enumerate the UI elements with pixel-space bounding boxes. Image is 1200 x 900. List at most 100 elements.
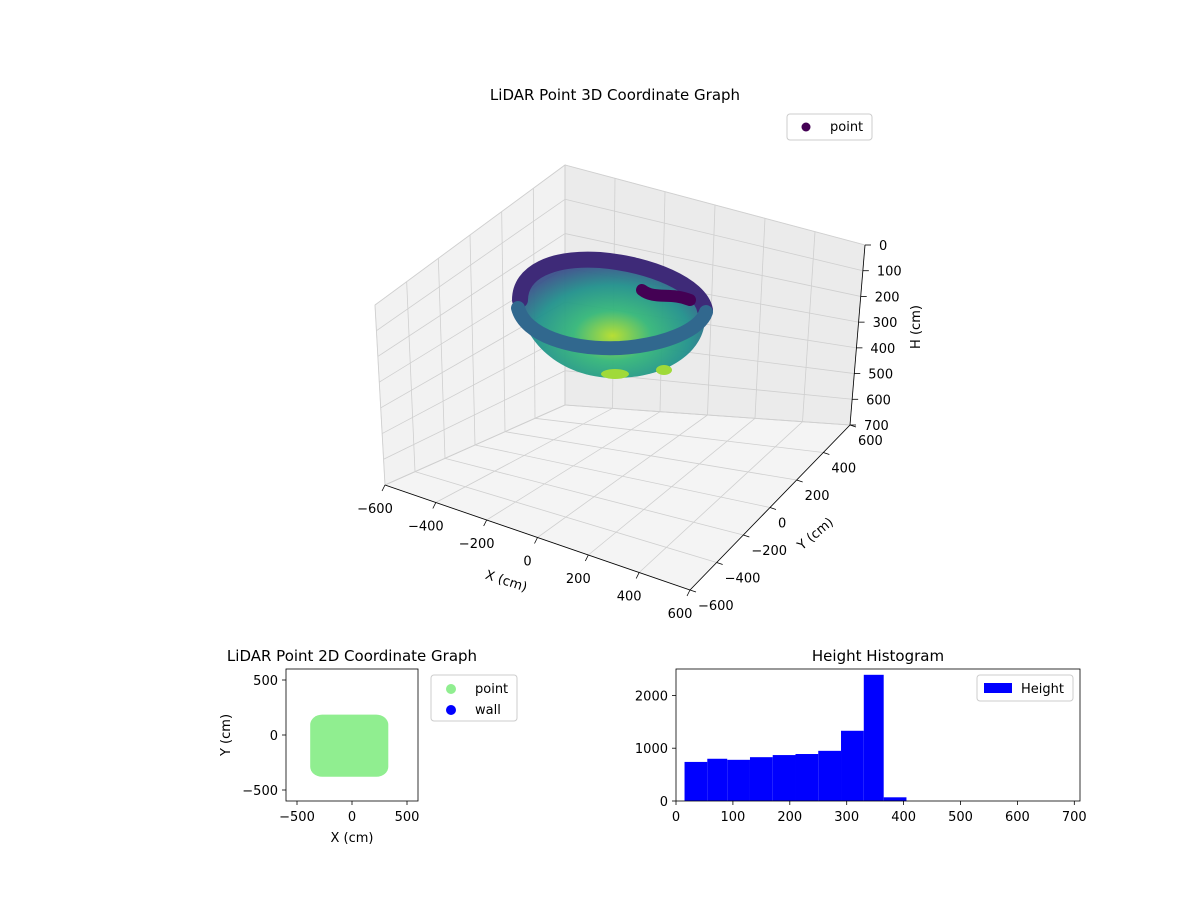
- y-tick-label-histogram: 1000: [635, 742, 668, 757]
- legend-histogram-swatch: [984, 683, 1012, 693]
- z-tick-label-3d: 700: [864, 419, 889, 434]
- x-tick-label-3d: 400: [617, 590, 642, 605]
- z-tick-label-3d: 100: [877, 265, 902, 280]
- legend-2d-wall-label: wall: [475, 703, 501, 718]
- gridline-3d: [435, 407, 613, 503]
- plot-area-histogram: [675, 668, 1081, 802]
- y-tick-mark-3d: [716, 562, 723, 565]
- ticks-2d: −500 0 500 −500 0 500: [242, 674, 419, 825]
- y-tick-label-2d: 500: [253, 674, 278, 689]
- y-tick-label-histogram: 2000: [635, 689, 668, 704]
- gridline-3d: [381, 336, 566, 434]
- x-tick-label-histogram: 700: [1062, 810, 1087, 825]
- x-tick-label-2d: 500: [395, 810, 420, 825]
- dish-bottom: [601, 369, 629, 379]
- x-tick-label-histogram: 0: [672, 810, 680, 825]
- gridline-3d: [564, 164, 866, 246]
- histogram-bar: [863, 674, 884, 801]
- gridline-3d: [376, 198, 566, 332]
- histogram-bar: [707, 758, 728, 801]
- histogram-bar: [818, 750, 842, 801]
- y-axis-label-2d: Y (cm): [219, 714, 234, 757]
- gridline-3d: [802, 231, 816, 422]
- x-tick-label-3d: 0: [523, 555, 531, 570]
- z-tick-label-3d: 500: [868, 368, 893, 383]
- gridline-3d: [486, 411, 661, 521]
- z-tick-label-3d: 600: [866, 393, 891, 408]
- y-tick-label-3d: 400: [831, 462, 856, 477]
- histogram-bar: [749, 757, 773, 801]
- chart-2d: LiDAR Point 2D Coordinate Graph −500 0 500…: [219, 647, 518, 846]
- y-tick-label-3d: 0: [778, 517, 786, 532]
- legend-histogram: Height: [976, 674, 1074, 702]
- y-axis-label-3d: Y (cm): [794, 515, 837, 554]
- y-tick-label-3d: 200: [805, 489, 830, 504]
- x-axis-label-3d: X (cm): [483, 568, 529, 596]
- x-tick-label-histogram: 500: [948, 810, 973, 825]
- dish-rim-front: [511, 301, 713, 356]
- chart-3d: LiDAR Point 3D Coordinate Graph −600 −400…: [357, 86, 924, 622]
- x-tick-label-histogram: 400: [891, 810, 916, 825]
- gridline-3d: [537, 414, 708, 538]
- dish-bottom: [656, 365, 672, 375]
- histogram-title: Height Histogram: [812, 647, 944, 665]
- gridline-3d: [501, 211, 506, 432]
- x-tick-label-histogram: 200: [777, 810, 802, 825]
- y-tick-label-histogram: 0: [660, 795, 668, 810]
- z-axis-line-3d: [849, 244, 866, 426]
- legend-histogram-label: Height: [1021, 682, 1064, 697]
- y-tick-mark-3d: [769, 507, 777, 510]
- ticks-histogram: 0 100 200 300 400 500 600 700 0 1000 2000: [635, 689, 1087, 825]
- y-tick-label-3d: −200: [751, 544, 787, 559]
- x-tick-mark-3d: [432, 502, 437, 509]
- x-tick-label-2d: −500: [279, 810, 315, 825]
- z-tick-label-3d: 400: [870, 342, 895, 357]
- x-axis-label-2d: X (cm): [331, 831, 374, 846]
- legend-2d: point wall: [430, 674, 518, 722]
- gridline-3d: [588, 418, 756, 556]
- x-tick-mark-3d: [483, 519, 488, 527]
- gridline-3d: [469, 234, 476, 446]
- histogram-bar: [841, 730, 864, 801]
- x-tick-mark-3d: [686, 589, 691, 597]
- gridline-3d: [406, 281, 416, 472]
- point-region-2d: [310, 714, 389, 777]
- x-tick-label-3d: −600: [357, 502, 393, 517]
- histogram-bar: [772, 755, 796, 801]
- gridline-3d: [564, 198, 863, 272]
- legend-2d-wall-marker: [446, 705, 456, 715]
- x-tick-mark-3d: [584, 554, 589, 562]
- legend-3d-marker: [801, 122, 811, 132]
- gridline-3d: [383, 370, 566, 460]
- x-tick-label-3d: −400: [408, 520, 444, 535]
- x-tick-label-histogram: 300: [834, 810, 859, 825]
- gridline-3d: [374, 304, 386, 486]
- x-tick-label-3d: 600: [668, 607, 693, 622]
- chart-histogram: Height Histogram 0 100 200 300 400 500 600 7000…: [635, 647, 1087, 825]
- gridline-3d: [384, 404, 566, 486]
- chart-2d-title: LiDAR Point 2D Coordinate Graph: [227, 647, 477, 665]
- y-tick-mark-3d: [823, 452, 830, 455]
- point-cloud-2d: [310, 714, 389, 777]
- x-tick-mark-3d: [534, 537, 538, 544]
- histogram-bar: [727, 759, 750, 801]
- z-tick-label-3d: 200: [875, 290, 900, 305]
- histogram-bar: [795, 754, 819, 801]
- legend-3d-label: point: [830, 120, 863, 135]
- z-axis-label-3d: H (cm): [909, 305, 924, 349]
- x-tick-label-3d: −200: [459, 537, 495, 552]
- x-tick-label-2d: 0: [348, 810, 356, 825]
- gridline-3d: [564, 233, 861, 297]
- y-tick-label-3d: −600: [698, 599, 734, 614]
- gridline-3d: [437, 258, 446, 459]
- histogram-bar: [883, 797, 907, 801]
- gridline-3d: [377, 233, 566, 357]
- z-tick-label-3d: 300: [873, 316, 898, 331]
- gridline-3d: [638, 421, 803, 573]
- point-cloud-3d: [511, 251, 713, 379]
- legend-2d-point-label: point: [475, 682, 508, 697]
- chart-3d-title: LiDAR Point 3D Coordinate Graph: [490, 86, 740, 104]
- ticks-3d: −600−400−2000200400600−600−400−200020040…: [357, 239, 902, 622]
- x-tick-label-3d: 200: [566, 572, 591, 587]
